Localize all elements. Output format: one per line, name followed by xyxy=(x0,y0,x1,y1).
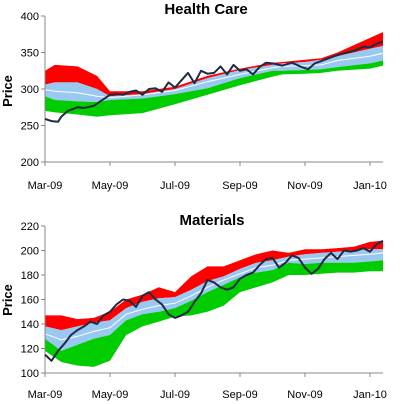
materials-chart: Materials Price 100 120 140 160 180 200 220 Ma… xyxy=(0,212,387,401)
upper-band-red xyxy=(45,240,383,331)
x-tick-label: Jan-10 xyxy=(353,389,387,401)
lower-band-green xyxy=(45,60,383,117)
x-tick-labels: Mar-09 May-09 Jul-09 Sep-09 Nov-09 Jan-10 xyxy=(28,162,387,192)
chart-title: Health Care xyxy=(164,1,247,18)
y-tick-label: 350 xyxy=(21,48,39,60)
lower-band-green xyxy=(45,260,383,367)
price-series xyxy=(44,239,384,362)
x-tick-label: Jan-10 xyxy=(353,180,387,192)
y-tick-label: 250 xyxy=(21,121,39,133)
y-tick-label: 400 xyxy=(21,11,39,23)
x-tick-labels: Mar-09 May-09 Jul-09 Sep-09 Nov-09 Jan-10 xyxy=(28,373,387,401)
y-tick-label: 120 xyxy=(21,344,39,356)
health-care-chart: Health Care Price 200 250 300 350 400 Mar-09… xyxy=(0,1,387,192)
y-tick-label: 200 xyxy=(21,246,39,258)
y-tick-label: 300 xyxy=(21,84,39,96)
y-tick-label: 220 xyxy=(21,221,39,233)
x-tick-label: Sep-09 xyxy=(222,180,257,192)
price-series xyxy=(44,40,384,123)
y-tick-labels: 100 120 140 160 180 200 220 xyxy=(21,221,45,380)
x-tick-label: Mar-09 xyxy=(28,180,63,192)
x-tick-label: May-09 xyxy=(92,389,129,401)
price-line xyxy=(44,239,384,362)
x-tick-label: Sep-09 xyxy=(222,389,257,401)
x-tick-label: Mar-09 xyxy=(28,389,63,401)
y-axis-label: Price xyxy=(0,284,15,316)
price-line xyxy=(44,40,384,123)
middle-band-blue xyxy=(45,249,383,351)
y-tick-labels: 200 250 300 350 400 xyxy=(21,11,45,169)
y-axis-label: Price xyxy=(0,75,15,107)
y-tick-label: 180 xyxy=(21,270,39,282)
x-tick-label: Jul-09 xyxy=(160,389,190,401)
y-tick-label: 160 xyxy=(21,295,39,307)
middle-band-blue xyxy=(45,45,383,103)
chart-title: Materials xyxy=(179,212,244,229)
price-bands xyxy=(44,240,384,367)
x-tick-label: Jul-09 xyxy=(160,180,190,192)
price-bands xyxy=(44,32,384,117)
y-tick-label: 200 xyxy=(21,157,39,169)
y-tick-label: 140 xyxy=(21,319,39,331)
y-tick-label: 100 xyxy=(21,368,39,380)
moving-average-line xyxy=(44,52,384,99)
x-tick-label: Nov-09 xyxy=(287,180,322,192)
x-tick-label: Nov-09 xyxy=(287,389,322,401)
x-tick-label: May-09 xyxy=(92,180,129,192)
